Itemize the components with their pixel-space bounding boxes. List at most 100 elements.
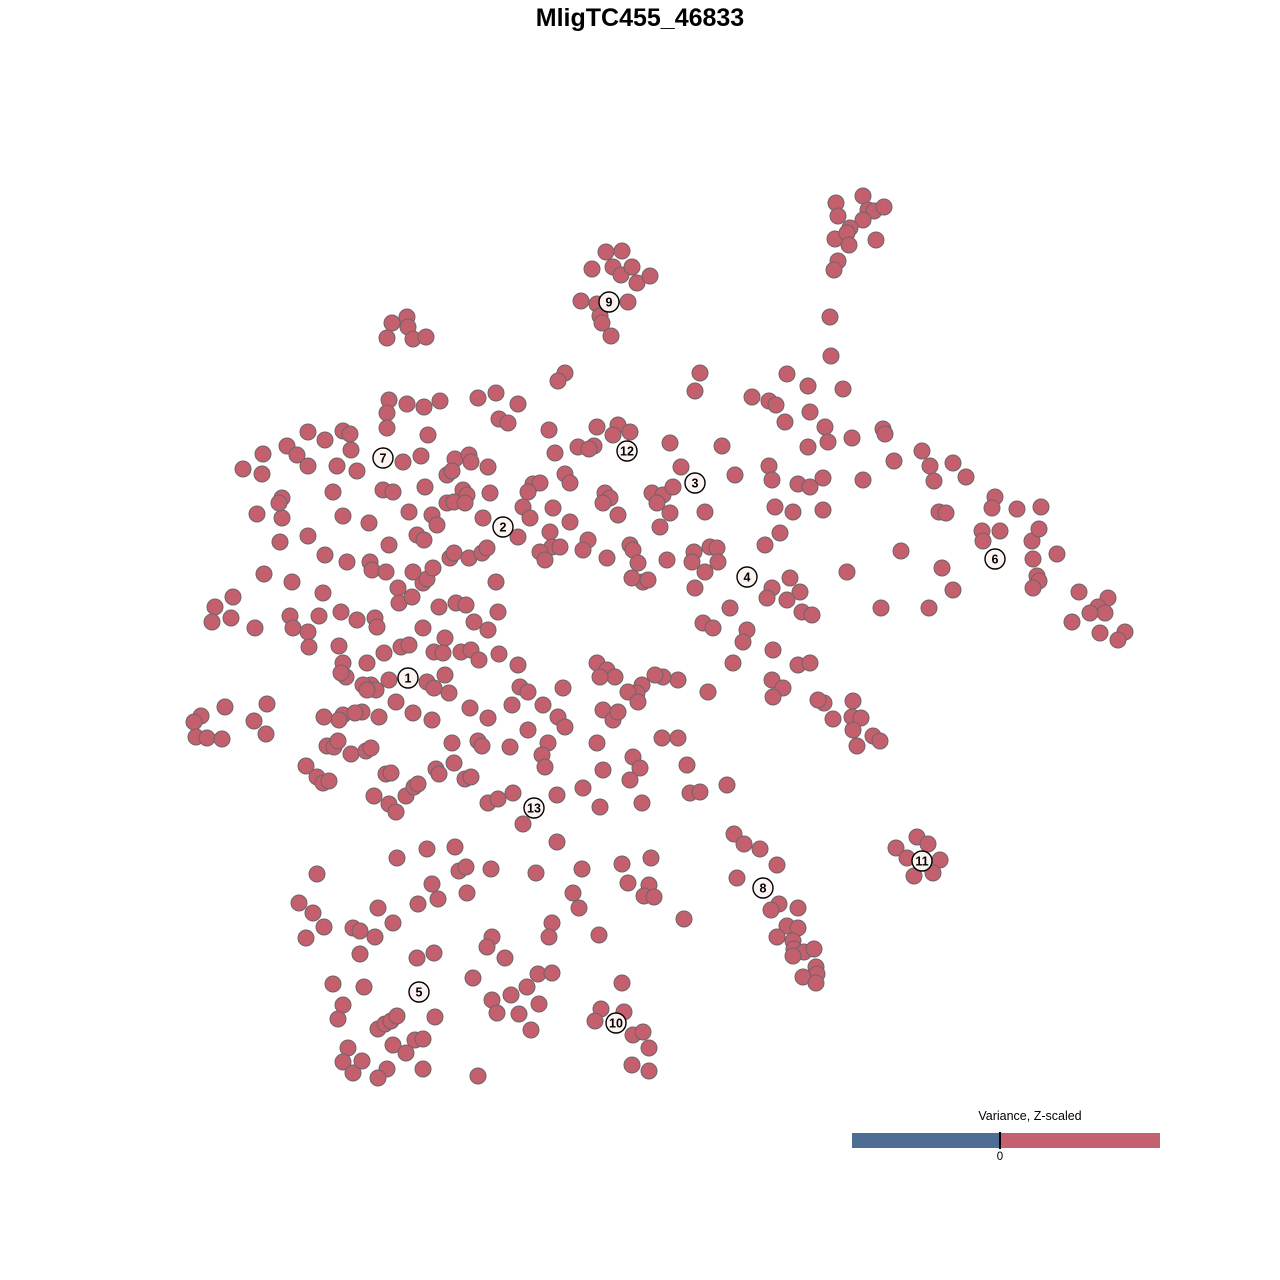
data-point — [253, 465, 271, 483]
svg-text:6: 6 — [992, 553, 999, 567]
data-point — [623, 258, 641, 276]
data-point — [867, 231, 885, 249]
data-point — [384, 483, 402, 501]
data-point — [234, 460, 252, 478]
data-point — [316, 431, 334, 449]
data-point — [844, 692, 862, 710]
data-point — [443, 734, 461, 752]
data-point — [814, 501, 832, 519]
data-point — [549, 372, 567, 390]
data-point — [314, 584, 332, 602]
data-point — [503, 696, 521, 714]
data-point — [641, 267, 659, 285]
data-point — [522, 1021, 540, 1039]
data-point — [457, 858, 475, 876]
data-point — [419, 426, 437, 444]
data-point — [334, 507, 352, 525]
data-point — [504, 784, 522, 802]
data-point — [621, 423, 639, 441]
data-point — [721, 599, 739, 617]
data-point — [834, 380, 852, 398]
data-point — [1024, 579, 1042, 597]
data-point — [776, 413, 794, 431]
data-point — [771, 524, 789, 542]
data-point — [683, 553, 701, 571]
data-point — [425, 679, 443, 697]
data-point — [1091, 624, 1109, 642]
data-point — [434, 644, 452, 662]
data-point — [316, 546, 334, 564]
data-point — [919, 835, 937, 853]
data-point — [661, 504, 679, 522]
data-point — [543, 914, 561, 932]
data-point — [762, 901, 780, 919]
data-point — [412, 447, 430, 465]
cluster-label-3: 3 — [684, 472, 706, 494]
data-point — [216, 698, 234, 716]
data-point — [664, 478, 682, 496]
cluster-label-6: 6 — [984, 548, 1006, 570]
data-point — [198, 729, 216, 747]
data-point — [768, 856, 786, 874]
data-point — [482, 860, 500, 878]
data-point — [536, 758, 554, 776]
data-point — [784, 503, 802, 521]
data-point — [351, 922, 369, 940]
data-point — [509, 528, 527, 546]
data-point — [838, 563, 856, 581]
svg-text:4: 4 — [744, 571, 751, 585]
data-point — [255, 565, 273, 583]
data-point — [944, 581, 962, 599]
data-point — [324, 975, 342, 993]
data-point — [734, 633, 752, 651]
data-point — [718, 776, 736, 794]
data-point — [814, 469, 832, 487]
data-point — [470, 651, 488, 669]
data-point — [937, 504, 955, 522]
data-point — [527, 864, 545, 882]
data-point — [297, 757, 315, 775]
data-point — [418, 840, 436, 858]
data-point — [801, 654, 819, 672]
svg-text:5: 5 — [416, 986, 423, 1000]
data-point — [875, 198, 893, 216]
data-point — [675, 910, 693, 928]
data-point — [514, 815, 532, 833]
data-point — [760, 457, 778, 475]
data-point — [619, 293, 637, 311]
data-point — [766, 498, 784, 516]
data-point — [479, 709, 497, 727]
data-point — [469, 389, 487, 407]
data-point — [501, 738, 519, 756]
data-point — [380, 536, 398, 554]
data-point — [398, 395, 416, 413]
data-point — [609, 703, 627, 721]
data-point — [414, 1060, 432, 1078]
data-point — [384, 914, 402, 932]
data-point — [645, 888, 663, 906]
data-point — [781, 569, 799, 587]
data-point — [490, 645, 508, 663]
data-point — [554, 679, 572, 697]
data-point — [409, 895, 427, 913]
data-point — [876, 425, 894, 443]
data-point — [991, 522, 1009, 540]
cluster-label-7: 7 — [372, 447, 394, 469]
data-point — [519, 683, 537, 701]
data-point — [510, 1005, 528, 1023]
data-point — [531, 474, 549, 492]
data-point — [1032, 498, 1050, 516]
data-point — [445, 754, 463, 772]
data-point — [844, 721, 862, 739]
data-point — [509, 395, 527, 413]
data-point — [597, 243, 615, 261]
data-point — [521, 509, 539, 527]
data-point — [822, 347, 840, 365]
data-point — [606, 668, 624, 686]
data-point — [342, 745, 360, 763]
data-point — [383, 314, 401, 332]
data-point — [342, 441, 360, 459]
data-point — [801, 403, 819, 421]
data-point — [270, 494, 288, 512]
data-point — [944, 454, 962, 472]
